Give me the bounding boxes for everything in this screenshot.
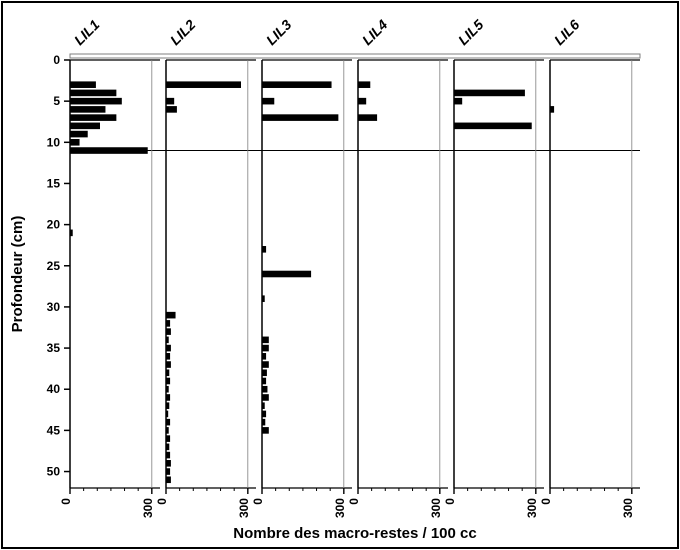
bar bbox=[166, 386, 169, 393]
bar bbox=[262, 386, 267, 393]
bar bbox=[166, 394, 170, 401]
bar bbox=[166, 369, 169, 376]
bar bbox=[262, 337, 269, 344]
bar bbox=[166, 427, 169, 434]
multi-panel-bar-chart: 0 5 10 15 20 25 30 35 40 45 50 Profondeur (cm) Nombr… bbox=[0, 0, 680, 550]
y-tick-label: 30 bbox=[47, 300, 61, 314]
bar bbox=[70, 123, 100, 130]
chart-container: 0 5 10 15 20 25 30 35 40 45 50 Profondeur (cm) Nombr… bbox=[0, 0, 680, 550]
x-tick-label: 0 bbox=[251, 498, 265, 505]
y-tick-label: 40 bbox=[47, 382, 61, 396]
bar bbox=[166, 468, 170, 475]
x-tick-label: 300 bbox=[429, 498, 443, 518]
bar bbox=[262, 98, 274, 105]
x-tick-label: 0 bbox=[347, 498, 361, 505]
y-tick-label: 20 bbox=[47, 218, 61, 232]
bar bbox=[262, 345, 269, 352]
bar bbox=[454, 98, 462, 105]
bar bbox=[166, 452, 170, 459]
bar bbox=[262, 402, 265, 409]
y-tick-label: 45 bbox=[47, 423, 61, 437]
x-tick-label: 300 bbox=[237, 498, 251, 518]
bar bbox=[262, 419, 265, 426]
bar bbox=[262, 271, 311, 278]
bar bbox=[358, 114, 377, 121]
y-tick-label: 0 bbox=[53, 53, 60, 67]
bar bbox=[166, 361, 171, 368]
bar bbox=[166, 444, 169, 451]
x-tick-label: 0 bbox=[539, 498, 553, 505]
bar bbox=[166, 411, 168, 418]
bar bbox=[166, 345, 171, 352]
y-axis-label: Profondeur (cm) bbox=[9, 216, 26, 333]
bar bbox=[262, 394, 269, 401]
bar bbox=[454, 90, 525, 97]
x-tick-label: 300 bbox=[621, 498, 635, 518]
bar bbox=[166, 328, 171, 335]
bar bbox=[262, 246, 266, 253]
bar bbox=[166, 320, 170, 327]
bar bbox=[166, 402, 169, 409]
bar bbox=[166, 460, 171, 467]
bar bbox=[262, 81, 332, 88]
bar bbox=[70, 98, 122, 105]
bar bbox=[166, 81, 241, 88]
bar bbox=[262, 378, 266, 385]
bar bbox=[166, 419, 170, 426]
y-tick-label: 25 bbox=[47, 259, 61, 273]
bar bbox=[70, 81, 96, 88]
bar bbox=[70, 114, 116, 121]
y-tick-label: 10 bbox=[47, 135, 61, 149]
bar bbox=[166, 98, 174, 105]
bar bbox=[262, 427, 269, 434]
bar bbox=[70, 131, 88, 138]
bar bbox=[70, 139, 80, 146]
outer-frame bbox=[2, 2, 678, 548]
bar bbox=[262, 361, 269, 368]
x-tick-label: 300 bbox=[141, 498, 155, 518]
x-tick-label: 0 bbox=[443, 498, 457, 505]
bar bbox=[70, 106, 105, 113]
bar bbox=[262, 295, 265, 302]
bar bbox=[454, 123, 532, 130]
bar bbox=[70, 147, 148, 154]
bar bbox=[166, 476, 171, 483]
bar bbox=[262, 114, 338, 121]
x-tick-label: 300 bbox=[525, 498, 539, 518]
bar bbox=[358, 81, 370, 88]
bar bbox=[262, 411, 266, 418]
bar bbox=[262, 353, 266, 360]
x-axis-label: Nombre des macro-restes / 100 cc bbox=[233, 525, 476, 542]
bar bbox=[166, 106, 177, 113]
bar bbox=[166, 337, 169, 344]
y-tick-label: 15 bbox=[47, 176, 61, 190]
bar bbox=[70, 90, 116, 97]
bar bbox=[550, 106, 554, 113]
bar bbox=[358, 98, 366, 105]
y-tick-label: 35 bbox=[47, 341, 61, 355]
x-tick-label: 0 bbox=[59, 498, 73, 505]
y-tick-label: 50 bbox=[47, 465, 61, 479]
bar bbox=[166, 378, 170, 385]
bar bbox=[166, 435, 170, 442]
x-tick-label: 0 bbox=[155, 498, 169, 505]
y-tick-label: 5 bbox=[53, 94, 60, 108]
bar bbox=[166, 312, 176, 319]
bar bbox=[262, 369, 267, 376]
bar bbox=[70, 230, 73, 237]
bar bbox=[166, 353, 170, 360]
x-tick-label: 300 bbox=[333, 498, 347, 518]
